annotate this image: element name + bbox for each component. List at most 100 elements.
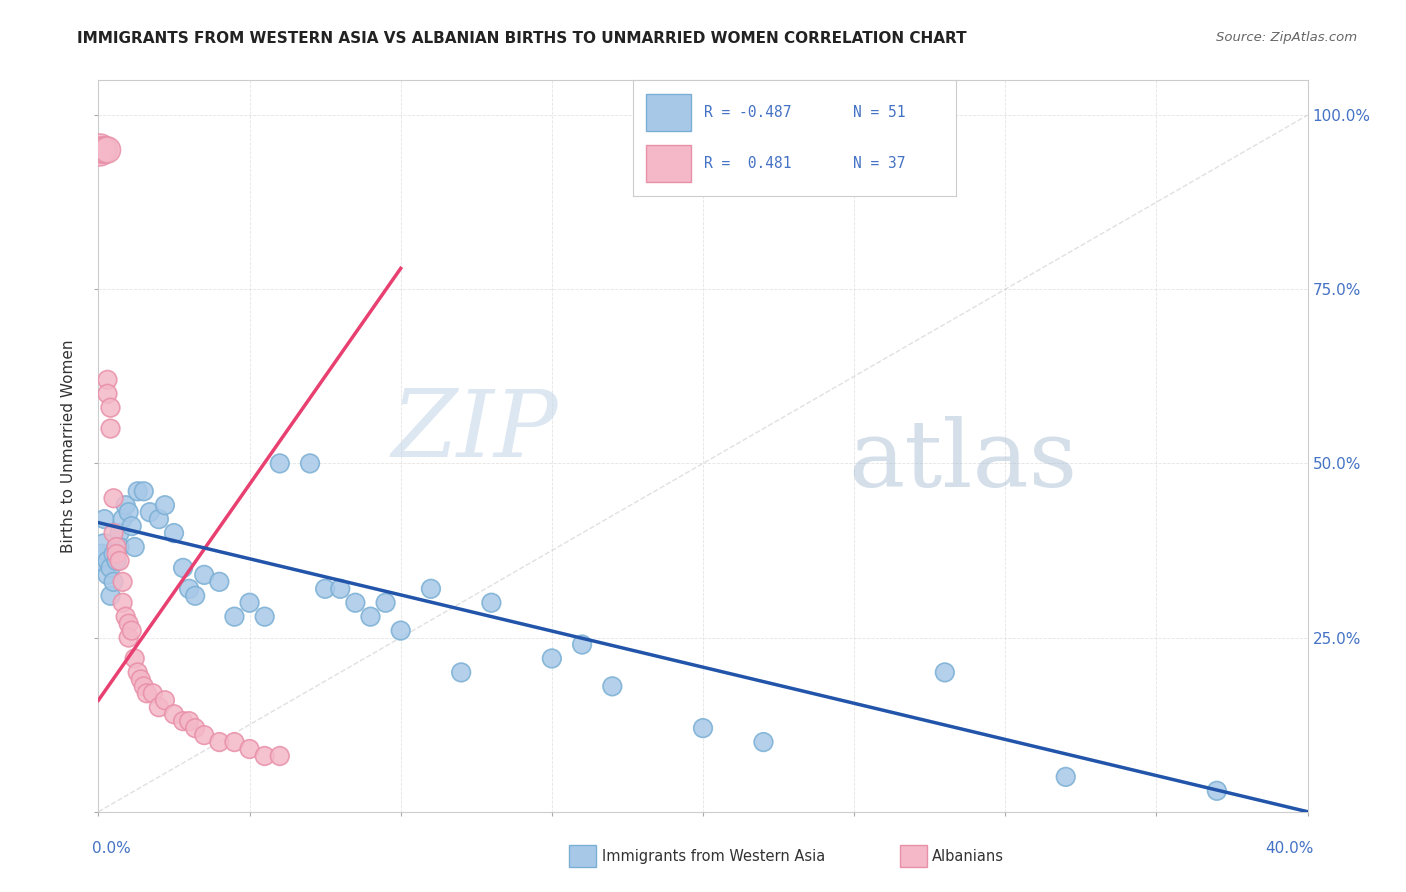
Point (118, 505, 141, 519)
Point (96, 143, 118, 157)
Point (124, 651, 146, 665)
Point (114, 498, 136, 512)
Point (93, 512, 115, 526)
Bar (645, 95, 690, 131)
Point (299, 457, 322, 471)
Point (142, 686, 165, 700)
Point (163, 526, 186, 541)
Point (100, 401, 122, 415)
Point (114, 609, 136, 624)
Text: R =  0.481: R = 0.481 (704, 156, 792, 171)
Point (111, 596, 134, 610)
Point (100, 421, 122, 435)
Point (148, 700, 170, 714)
Point (224, 735, 246, 749)
Point (329, 582, 352, 596)
Point (108, 540, 131, 554)
Point (374, 596, 396, 610)
Y-axis label: Births to Unmarried Women: Births to Unmarried Women (60, 339, 76, 553)
Text: atlas: atlas (848, 416, 1077, 506)
Point (108, 526, 131, 541)
Point (103, 526, 125, 541)
Point (179, 714, 201, 728)
Point (105, 547, 128, 561)
Bar (645, 145, 690, 182)
Point (540, 651, 562, 665)
Text: Albanians: Albanians (932, 849, 1004, 863)
Text: Source: ZipAtlas.com: Source: ZipAtlas.com (1216, 31, 1357, 45)
Point (148, 512, 170, 526)
Point (103, 491, 125, 506)
Point (360, 609, 382, 624)
Point (163, 707, 186, 722)
Point (253, 609, 276, 624)
Point (172, 561, 194, 575)
Point (108, 554, 131, 568)
Point (934, 665, 956, 680)
Point (100, 561, 122, 575)
Text: R = -0.487: R = -0.487 (704, 105, 792, 120)
Point (153, 693, 176, 707)
Point (208, 735, 231, 749)
Point (239, 742, 262, 756)
Point (121, 519, 143, 533)
Text: 40.0%: 40.0% (1265, 841, 1313, 856)
Point (193, 728, 215, 742)
Point (96, 567, 118, 582)
Point (90, 550, 112, 565)
Point (93, 540, 115, 554)
Point (253, 749, 276, 764)
Point (184, 589, 207, 603)
Point (90, 143, 112, 157)
Point (105, 554, 128, 568)
Text: 0.0%: 0.0% (93, 841, 131, 856)
Point (103, 574, 125, 589)
Text: N = 37: N = 37 (852, 156, 905, 171)
Point (132, 679, 155, 693)
Point (129, 673, 152, 687)
Point (1206, 784, 1229, 798)
Text: ZIP: ZIP (391, 386, 558, 476)
Point (571, 638, 593, 652)
Point (602, 679, 624, 693)
Point (96, 373, 118, 387)
Point (172, 714, 194, 728)
Text: N = 51: N = 51 (852, 105, 905, 120)
Point (93, 143, 115, 157)
Point (153, 498, 176, 512)
Point (344, 596, 367, 610)
Point (481, 596, 503, 610)
Point (239, 596, 262, 610)
Point (96, 554, 118, 568)
Point (269, 457, 291, 471)
Point (450, 665, 472, 680)
Text: Immigrants from Western Asia: Immigrants from Western Asia (602, 849, 825, 863)
Text: IMMIGRANTS FROM WESTERN ASIA VS ALBANIAN BIRTHS TO UNMARRIED WOMEN CORRELATION C: IMMIGRANTS FROM WESTERN ASIA VS ALBANIAN… (77, 31, 967, 46)
Point (692, 721, 714, 735)
Point (1054, 770, 1077, 784)
Point (118, 631, 141, 645)
Point (100, 589, 122, 603)
Point (389, 624, 412, 638)
Point (193, 567, 215, 582)
Point (179, 582, 201, 596)
Point (105, 540, 128, 554)
Point (96, 386, 118, 401)
Point (224, 609, 246, 624)
Point (105, 540, 128, 554)
Point (118, 616, 141, 631)
Point (135, 686, 157, 700)
Point (269, 749, 291, 764)
Point (139, 505, 162, 519)
Point (132, 484, 155, 499)
Point (208, 574, 231, 589)
Point (89, 143, 111, 157)
Point (184, 721, 207, 735)
Point (111, 512, 134, 526)
Point (752, 735, 775, 749)
Point (127, 484, 149, 499)
Point (314, 582, 336, 596)
Point (121, 624, 143, 638)
Point (111, 574, 134, 589)
Point (124, 540, 146, 554)
